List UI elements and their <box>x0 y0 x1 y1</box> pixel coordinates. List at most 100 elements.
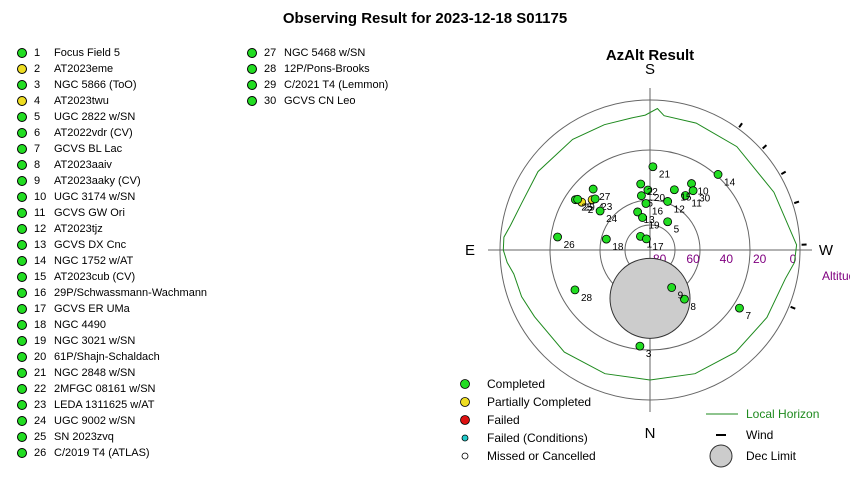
legend-dec-label: Dec Limit <box>746 449 797 463</box>
target-point <box>688 186 698 196</box>
target-point <box>713 170 723 179</box>
status-dot-icon <box>17 48 27 58</box>
target-number: 22 <box>34 383 47 395</box>
target-number: 6 <box>34 127 41 139</box>
status-dot-icon <box>17 176 27 186</box>
target-point <box>663 217 673 227</box>
target-name: GCVS CN Leo <box>284 95 356 107</box>
target-point-label: 7 <box>745 311 751 322</box>
target-row: 16 29P/Schwassmann-Wachmann <box>0 285 207 301</box>
target-name: AT2022vdr (CV) <box>54 127 133 139</box>
altitude-tick-label: 40 <box>720 252 734 266</box>
target-name: GCVS ER UMa <box>54 303 130 315</box>
target-point <box>681 191 690 200</box>
target-point-label: 25 <box>581 203 593 214</box>
target-row: 4 AT2023twu <box>0 93 207 109</box>
status-dot-icon <box>17 256 27 266</box>
legend-horizon-label: Local Horizon <box>746 407 819 421</box>
target-point-label: 30 <box>699 194 711 205</box>
target-point-label: 23 <box>601 202 613 213</box>
wind-mark <box>780 170 787 176</box>
target-number: 27 <box>264 47 277 59</box>
target-row: 21 NGC 2848 w/SN <box>0 365 207 381</box>
target-name: 2MFGC 08161 w/SN <box>54 383 156 395</box>
status-dot-icon <box>17 336 27 346</box>
status-dot-icon <box>17 352 27 362</box>
status-dot-icon <box>17 368 27 378</box>
legend-label: Failed <box>487 413 520 427</box>
target-number: 4 <box>34 95 41 107</box>
status-dot-icon <box>17 320 27 330</box>
legend-dec-icon <box>709 444 733 468</box>
target-row: 10 UGC 3174 w/SN <box>0 189 207 205</box>
wind-mark <box>793 200 800 205</box>
target-point <box>638 213 647 222</box>
target-number: 23 <box>34 399 47 411</box>
status-dot-icon <box>247 48 257 58</box>
target-point-label: 10 <box>698 187 710 198</box>
local-horizon-line <box>502 107 798 381</box>
legend-label: Partially Completed <box>487 395 591 409</box>
target-row: 8 AT2023aaiv <box>0 157 207 173</box>
target-point <box>635 341 645 351</box>
target-name: 61P/Shajn-Schaldach <box>54 351 160 363</box>
legend-dot-icon <box>461 452 469 460</box>
target-number: 7 <box>34 143 41 155</box>
target-point-label: 8 <box>690 302 696 313</box>
target-point-label: 1 <box>646 239 652 250</box>
target-name: NGC 5866 (ToO) <box>54 79 137 91</box>
status-dot-icon <box>17 160 27 170</box>
target-name: LEDA 1311625 w/AT <box>54 399 155 411</box>
target-row: 6 AT2022vdr (CV) <box>0 125 207 141</box>
target-name: UGC 3174 w/SN <box>54 191 136 203</box>
target-row: 15 AT2023cub (CV) <box>0 269 207 285</box>
target-number: 2 <box>34 63 41 75</box>
target-row: 1 Focus Field 5 <box>0 45 207 61</box>
status-dot-icon <box>17 432 27 442</box>
target-name: NGC 5468 w/SN <box>284 47 366 59</box>
target-row: 25 SN 2023zvq <box>0 429 207 445</box>
target-point <box>636 179 646 189</box>
status-dot-icon <box>247 96 257 106</box>
page-title: Observing Result for 2023-12-18 S01175 <box>282 10 568 27</box>
status-dot-icon <box>17 240 27 250</box>
target-row: 11 GCVS GW Ori <box>0 205 207 221</box>
target-number: 13 <box>34 239 47 251</box>
compass-north: N <box>645 425 656 442</box>
status-dot-icon <box>17 144 27 154</box>
target-point <box>553 232 562 242</box>
target-number: 20 <box>34 351 47 363</box>
target-point <box>595 206 605 216</box>
target-list-right: 27 NGC 5468 w/SN 28 12P/Pons-Brooks 29 C/2021… <box>0 45 388 109</box>
altitude-axis-label: Altitude <box>822 269 850 283</box>
target-point-label: 3 <box>646 349 652 360</box>
target-point-label: 9 <box>678 291 684 302</box>
target-point <box>601 234 611 244</box>
target-row: 27 NGC 5468 w/SN <box>0 45 388 61</box>
target-name: UGC 9002 w/SN <box>54 415 136 427</box>
target-number: 30 <box>264 95 277 107</box>
target-row: 29 C/2021 T4 (Lemmon) <box>0 77 388 93</box>
target-point-label: 27 <box>599 192 611 203</box>
target-row: 7 GCVS BL Lac <box>0 141 207 157</box>
wind-mark <box>790 305 796 310</box>
target-name: 12P/Pons-Brooks <box>284 63 370 75</box>
target-row: 9 AT2023aaky (CV) <box>0 173 207 189</box>
target-number: 8 <box>34 159 41 171</box>
target-row: 5 UGC 2822 w/SN <box>0 109 207 125</box>
target-row: 23 LEDA 1311625 w/AT <box>0 397 207 413</box>
target-number: 10 <box>34 191 47 203</box>
target-name: C/2019 T4 (ATLAS) <box>54 447 150 459</box>
target-point <box>680 294 689 304</box>
target-name: NGC 1752 w/AT <box>54 255 134 267</box>
target-point-label: 2 <box>588 205 594 216</box>
target-row: 2 AT2023eme <box>0 61 207 77</box>
dec-limit-circle <box>609 257 691 339</box>
target-name: AT2023twu <box>54 95 109 107</box>
compass-west: W <box>819 242 834 259</box>
status-dot-icon <box>17 64 27 74</box>
target-point <box>663 197 673 206</box>
target-name: AT2023aaky (CV) <box>54 175 141 187</box>
target-number: 5 <box>34 111 41 123</box>
target-point <box>641 234 651 244</box>
